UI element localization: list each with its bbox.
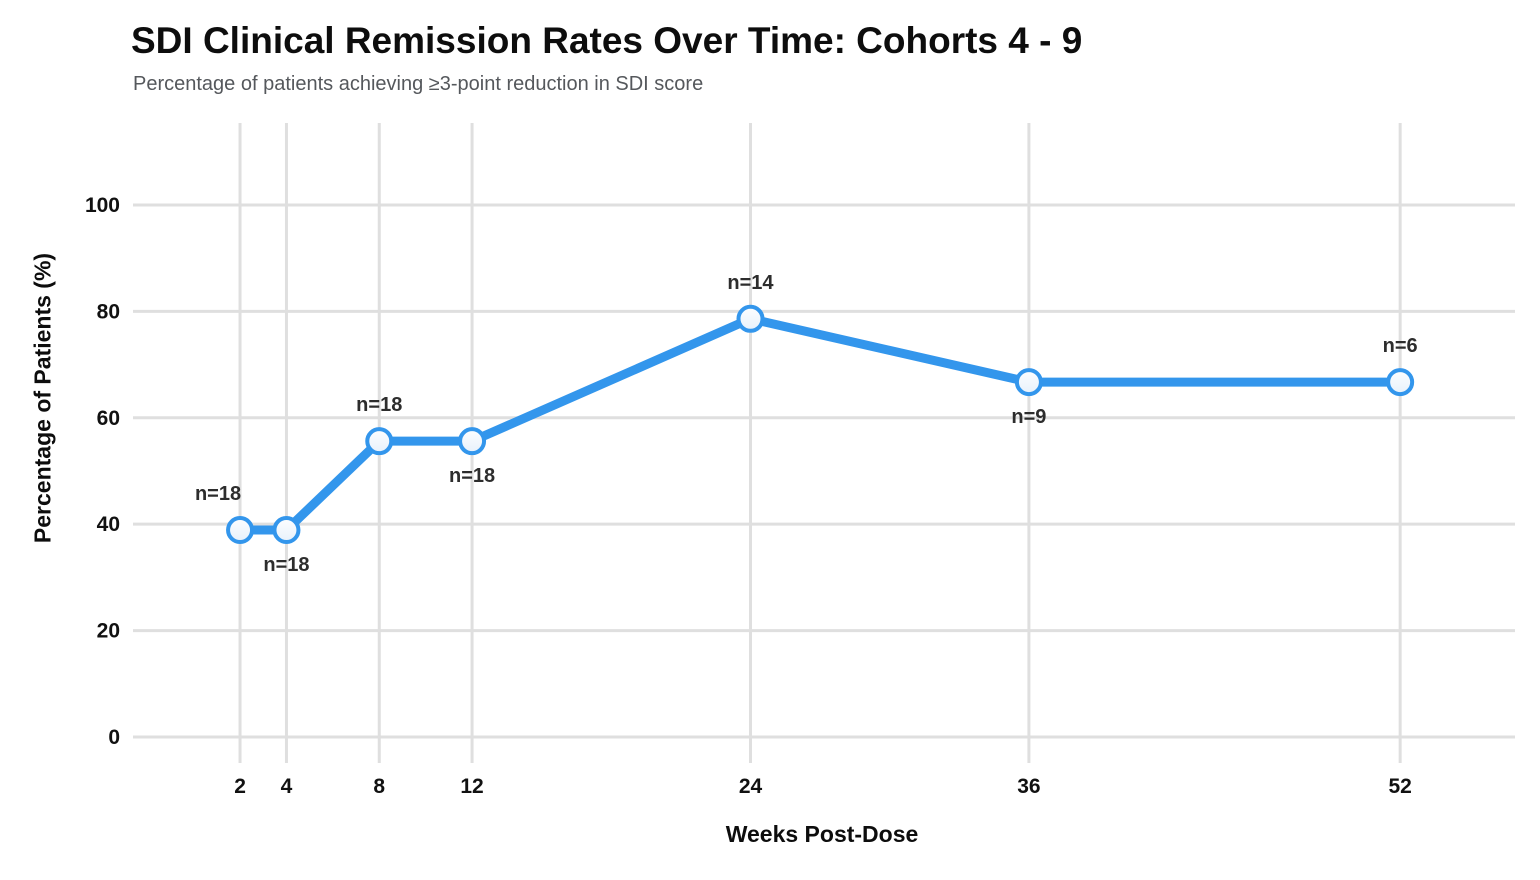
series-line [235, 314, 1405, 535]
chart-subtitle: Percentage of patients achieving ≥3-poin… [133, 73, 704, 95]
y-axis-title: Percentage of Patients (%) [29, 252, 56, 544]
x-tick-label: 4 [281, 775, 293, 798]
point-labels: n=18 n=18 n=18 n=18 n=14 n=9 n=6 [195, 272, 1418, 576]
y-tick-label: 80 [97, 300, 120, 323]
data-point [365, 427, 394, 456]
y-tick-label: 0 [108, 726, 120, 749]
x-tick-label: 12 [460, 775, 483, 798]
point-label: n=18 [356, 394, 402, 416]
data-point [1014, 368, 1043, 397]
x-tick-label: 52 [1388, 775, 1411, 798]
data-point [458, 427, 487, 456]
x-tick-label: 36 [1017, 775, 1040, 798]
x-tick-label: 24 [739, 775, 763, 798]
point-label: n=18 [449, 465, 495, 487]
x-axis-title: Weeks Post-Dose [725, 821, 919, 847]
x-tick-label: 8 [373, 775, 385, 798]
point-label: n=18 [263, 554, 309, 576]
data-point [226, 516, 255, 545]
point-label: n=14 [727, 272, 774, 294]
gridlines [133, 123, 1515, 763]
x-tick-label: 2 [234, 775, 246, 798]
data-point [736, 304, 765, 333]
y-tick-label: 100 [85, 194, 120, 217]
point-label: n=18 [195, 483, 241, 505]
y-tick-label: 40 [97, 513, 120, 536]
data-points [226, 304, 1415, 545]
y-tick-label: 60 [97, 407, 120, 430]
point-label: n=6 [1383, 335, 1418, 357]
chart-title: SDI Clinical Remission Rates Over Time: … [131, 20, 1083, 61]
data-point [272, 516, 301, 545]
point-label: n=9 [1011, 406, 1046, 428]
data-point [1386, 368, 1415, 397]
y-tick-label: 20 [97, 620, 120, 643]
